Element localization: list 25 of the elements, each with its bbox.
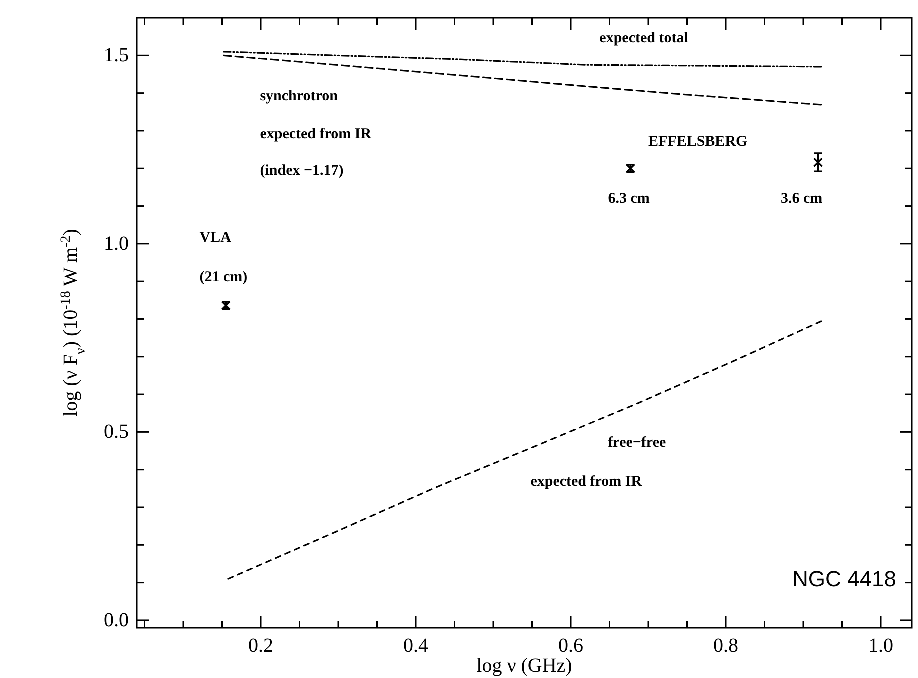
line-series xyxy=(223,51,822,68)
annotation: VLA xyxy=(200,230,232,246)
y-tick-label: 0.0 xyxy=(104,609,129,632)
annotation: 3.6 cm xyxy=(781,191,824,208)
annotation: expected from IR xyxy=(530,474,642,490)
annotation: synchrotron xyxy=(260,88,339,105)
annotation: expected total xyxy=(600,30,688,47)
y-tick-label: 1.5 xyxy=(104,44,129,67)
annotation: free−free xyxy=(608,435,666,452)
x-tick-label: 0.4 xyxy=(404,635,428,657)
annotation: expected from IR xyxy=(260,126,372,143)
annotation: (21 cm) xyxy=(200,269,248,286)
x-tick-label: 0.2 xyxy=(248,635,274,657)
y-tick-label: 1.0 xyxy=(104,232,129,255)
annotation: 6.3 cm xyxy=(608,191,650,208)
x-axis-title: log ν (GHz) xyxy=(476,655,572,677)
line-series xyxy=(223,54,822,106)
annotation: NGC 4418 xyxy=(792,566,896,592)
x-tick-label: 1.0 xyxy=(868,635,894,657)
annotation: EFFELSBERG xyxy=(648,134,748,150)
annotation: (index −1.17) xyxy=(260,163,344,180)
point xyxy=(813,158,824,168)
x-tick-label: 0.8 xyxy=(714,635,738,657)
x-tick-label: 0.6 xyxy=(558,635,584,657)
y-tick-label: 0.5 xyxy=(104,421,129,444)
